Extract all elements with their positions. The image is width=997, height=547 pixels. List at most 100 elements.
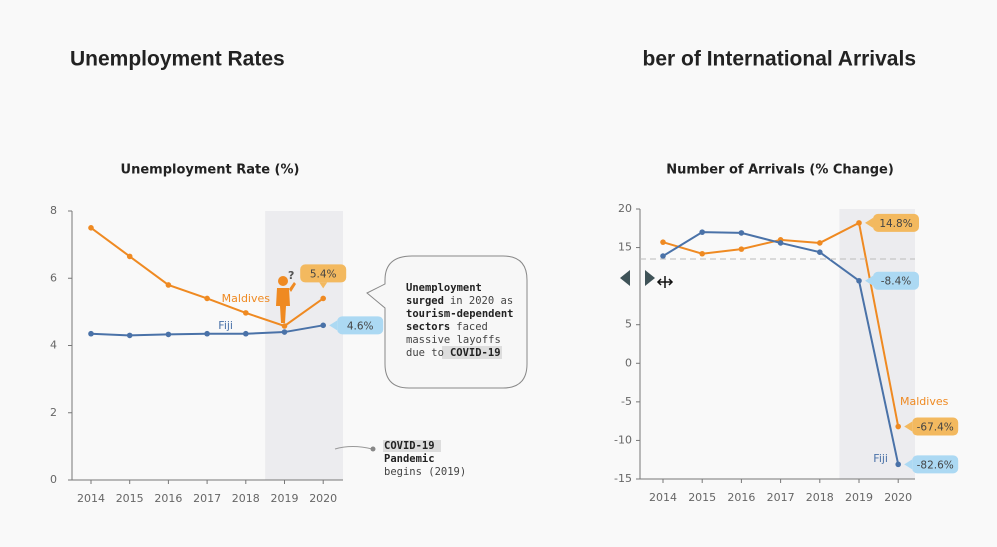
- badge-pointer: [319, 282, 328, 289]
- y-tick-label: 20: [618, 202, 632, 215]
- data-point: [320, 322, 327, 329]
- x-tick-label: 2018: [806, 491, 834, 504]
- value-label: -8.4%: [881, 276, 911, 288]
- person-icon: ?: [276, 269, 296, 323]
- callout-bubble: Unemployment surged in 2020 as tourism-de…: [366, 255, 528, 389]
- y-tick-label: 2: [50, 406, 57, 419]
- note-connector: [334, 446, 373, 450]
- x-tick-label: 2016: [154, 492, 182, 505]
- section-header: Unemployment Rates: [70, 48, 285, 71]
- value-label: 14.8%: [879, 218, 912, 230]
- section-header: ber of International Arrivals: [643, 48, 916, 71]
- value-label: 4.6%: [347, 320, 374, 332]
- annotation-line: tourism-dependent: [406, 308, 513, 320]
- chart-title: Unemployment Rate (%): [121, 163, 300, 178]
- series-label: Fiji: [218, 319, 233, 332]
- chart-title: Number of Arrivals (% Change): [666, 163, 894, 178]
- data-point: [243, 330, 249, 337]
- y-tick-label: -10: [614, 433, 632, 446]
- badge: [337, 316, 384, 335]
- annotation-text: surged: [406, 295, 444, 307]
- data-point: [856, 277, 862, 284]
- data-point: [126, 253, 133, 260]
- y-tick-label: 0: [50, 473, 57, 486]
- data-point: [895, 423, 901, 430]
- data-point: [699, 229, 705, 235]
- y-tick-label: 8: [50, 204, 57, 217]
- badge-pointer: [865, 217, 873, 228]
- data-point: [165, 331, 172, 338]
- annotation-text: tourism-dependent: [406, 308, 513, 320]
- badge: [912, 455, 959, 474]
- data-point: [738, 230, 745, 236]
- resize-cursor: [656, 276, 674, 288]
- annotation-text: COVID-19: [450, 347, 501, 359]
- note-text: Pandemic: [384, 453, 435, 465]
- data-point: [320, 295, 327, 302]
- x-tick-label: 2019: [271, 492, 299, 505]
- annotation-line: Unemployment: [406, 282, 482, 294]
- value-label: 5.4%: [310, 268, 337, 280]
- data-point: [699, 250, 705, 257]
- badge-pointer: [865, 275, 873, 286]
- value-label: -82.6%: [917, 459, 954, 471]
- prev-arrow[interactable]: [620, 270, 630, 286]
- badge: [873, 213, 919, 232]
- x-tick-label: 2019: [845, 491, 873, 504]
- data-point: [281, 323, 288, 329]
- x-tick-label: 2020: [884, 491, 912, 504]
- data-point: [204, 295, 210, 302]
- annotation-text: faced: [456, 321, 488, 333]
- x-tick-label: 2018: [232, 492, 260, 505]
- highlight-band: [839, 209, 915, 479]
- badge: [873, 271, 919, 290]
- data-point: [895, 461, 901, 468]
- series-label: Fiji: [873, 452, 888, 465]
- annotation-text: Unemployment: [406, 282, 482, 294]
- data-point: [243, 310, 249, 316]
- x-tick-label: 2017: [193, 492, 221, 505]
- annotation-line: massive layoffs: [406, 334, 501, 346]
- x-tick-label: 2016: [727, 491, 755, 504]
- data-point: [738, 246, 745, 252]
- y-tick-label: -5: [621, 395, 632, 408]
- x-tick-label: 2017: [767, 491, 795, 504]
- y-tick-label: -15: [614, 472, 632, 485]
- badge: [300, 264, 347, 283]
- annotation-text: massive layoffs: [406, 334, 501, 346]
- data-point: [88, 225, 94, 231]
- y-tick-label: 15: [618, 241, 632, 254]
- highlight-band: [265, 211, 343, 480]
- annotation-line: surged in 2020 as: [406, 295, 513, 307]
- value-label: -67.4%: [917, 422, 954, 434]
- data-point: [204, 330, 210, 337]
- badge-pointer: [329, 320, 338, 331]
- icon-glyph: ?: [288, 269, 294, 282]
- x-tick-label: 2015: [116, 492, 144, 505]
- data-point: [660, 253, 666, 259]
- badge-pointer: [904, 421, 913, 432]
- data-point: [856, 220, 862, 226]
- note-dot: [370, 446, 376, 452]
- next-arrow[interactable]: [645, 270, 655, 286]
- data-point: [660, 239, 666, 245]
- x-tick-label: 2014: [649, 491, 677, 504]
- y-tick-label: 6: [50, 271, 57, 284]
- badge: [912, 417, 959, 436]
- note-text: begins (2019): [384, 466, 466, 478]
- highlight: [442, 346, 502, 359]
- data-point: [817, 240, 823, 246]
- badge-pointer: [904, 459, 913, 470]
- series-label: Maldives: [900, 395, 949, 408]
- data-point: [281, 329, 288, 335]
- x-tick-label: 2015: [688, 491, 716, 504]
- series-label: Maldives: [222, 292, 271, 305]
- annotation-text: in 2020 as: [450, 295, 513, 307]
- pandemic-note: COVID-19 Pandemic begins (2019): [334, 440, 466, 478]
- y-tick-label: 0: [625, 356, 632, 369]
- data-point: [88, 330, 94, 337]
- annotation-text: due to: [406, 347, 444, 359]
- data-point: [165, 282, 172, 288]
